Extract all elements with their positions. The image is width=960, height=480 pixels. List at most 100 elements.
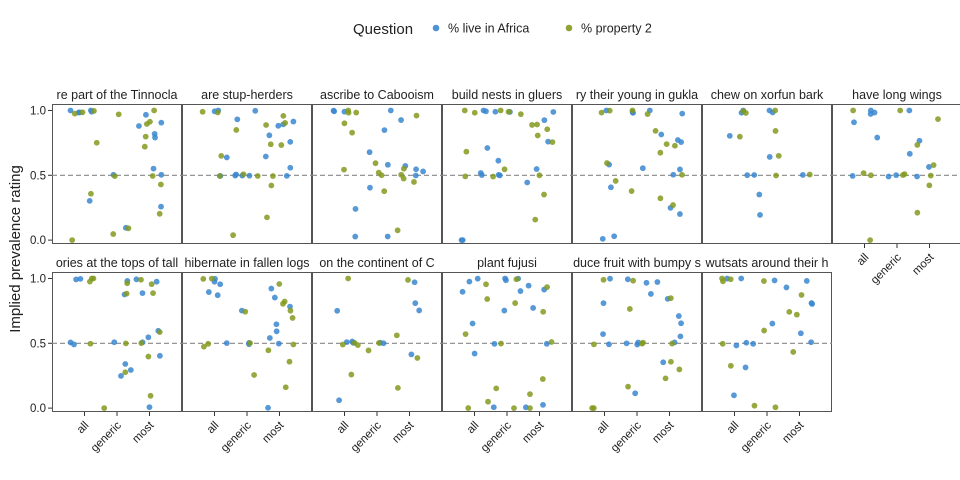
point-property-2: [208, 275, 215, 282]
point-live-in-africa: [223, 340, 230, 347]
x-tick-label: all: [855, 252, 872, 269]
point-live-in-africa: [331, 108, 338, 115]
point-property-2: [626, 306, 633, 312]
point-property-2: [339, 341, 346, 348]
x-tick-label: generic: [609, 419, 644, 454]
point-live-in-africa: [525, 282, 532, 289]
point-property-2: [512, 300, 519, 306]
panel-strip-label: ry their young in gukla: [576, 88, 698, 102]
point-property-2: [670, 202, 676, 208]
point-property-2: [501, 166, 508, 173]
point-property-2: [276, 281, 283, 287]
point-property-2: [341, 166, 347, 173]
point-live-in-africa: [412, 300, 419, 307]
point-property-2: [393, 332, 400, 339]
point-live-in-africa: [466, 278, 473, 285]
point-live-in-africa: [771, 277, 778, 284]
point-live-in-africa: [540, 401, 546, 408]
x-tick-label: all: [335, 420, 352, 437]
point-live-in-africa: [275, 122, 282, 129]
point-property-2: [549, 139, 556, 146]
point-live-in-africa: [67, 107, 74, 114]
point-property-2: [914, 141, 921, 148]
point-live-in-africa: [275, 340, 282, 347]
point-property-2: [463, 148, 470, 155]
panel-1: re part of the Tinnocla 0.0 0.5 1.0: [30, 88, 182, 247]
legend: Question % live in Africa % property 2: [353, 21, 652, 38]
x-tick-label: most: [780, 419, 807, 446]
panel-border: [442, 104, 572, 244]
point-live-in-africa: [477, 170, 484, 176]
panel-5: ry their young in gukla: [572, 88, 702, 244]
x-tick-label: all: [205, 420, 222, 437]
panel-strip-label: on the continent of C: [319, 256, 434, 270]
point-property-2: [541, 191, 547, 198]
point-live-in-africa: [334, 307, 341, 314]
x-tick-label: most: [650, 419, 677, 446]
point-property-2: [405, 277, 411, 283]
point-property-2: [727, 276, 734, 283]
point-live-in-africa: [459, 237, 466, 244]
panel-4: build nests in gluers: [442, 88, 572, 244]
panel-3: ascribe to Cabooism: [312, 88, 442, 244]
panel-border: [702, 272, 832, 412]
point-live-in-africa: [851, 119, 857, 126]
x-tick-label: most: [390, 419, 417, 446]
point-property-2: [497, 107, 504, 114]
point-property-2: [657, 195, 664, 202]
point-live-in-africa: [738, 275, 745, 282]
point-live-in-africa: [150, 165, 157, 172]
point-property-2: [511, 405, 517, 412]
point-property-2: [793, 311, 800, 318]
point-property-2: [147, 392, 154, 399]
point-property-2: [914, 209, 921, 216]
point-live-in-africa: [533, 166, 540, 172]
point-property-2: [141, 143, 148, 150]
point-property-2: [935, 116, 941, 123]
legend-key-1: [432, 24, 440, 32]
point-live-in-africa: [127, 367, 134, 373]
y-tick-label: 0.5: [30, 170, 46, 182]
point-live-in-africa: [733, 342, 740, 349]
point-live-in-africa: [769, 320, 776, 327]
point-property-2: [540, 308, 547, 315]
point-live-in-africa: [893, 172, 900, 179]
point-live-in-africa: [809, 301, 816, 307]
point-property-2: [348, 371, 355, 378]
x-tick-label: all: [75, 420, 92, 437]
point-property-2: [156, 329, 163, 336]
point-property-2: [148, 281, 155, 288]
point-live-in-africa: [366, 149, 373, 156]
point-property-2: [629, 107, 636, 114]
point-property-2: [527, 405, 533, 412]
point-property-2: [612, 178, 619, 184]
point-property-2: [736, 133, 743, 140]
point-property-2: [268, 182, 275, 189]
point-property-2: [143, 121, 150, 127]
point-property-2: [218, 152, 225, 159]
point-property-2: [775, 152, 782, 159]
point-property-2: [349, 129, 355, 136]
point-property-2: [897, 107, 904, 114]
point-live-in-africa: [501, 307, 508, 314]
point-live-in-africa: [524, 179, 531, 186]
x-tick-label: all: [725, 420, 742, 437]
point-property-2: [672, 142, 678, 149]
point-property-2: [790, 349, 797, 355]
point-live-in-africa: [677, 333, 684, 340]
point-live-in-africa: [808, 339, 815, 346]
point-property-2: [88, 190, 94, 197]
point-live-in-africa: [639, 165, 646, 172]
x-tick-label: most: [130, 419, 157, 446]
panel-strip-label: re part of the Tinnocla: [57, 88, 178, 102]
point-property-2: [205, 340, 212, 347]
point-live-in-africa: [751, 172, 758, 178]
point-property-2: [270, 173, 276, 179]
point-live-in-africa: [803, 278, 810, 284]
point-property-2: [230, 232, 236, 239]
panel-border: [702, 104, 832, 244]
point-property-2: [786, 308, 793, 315]
